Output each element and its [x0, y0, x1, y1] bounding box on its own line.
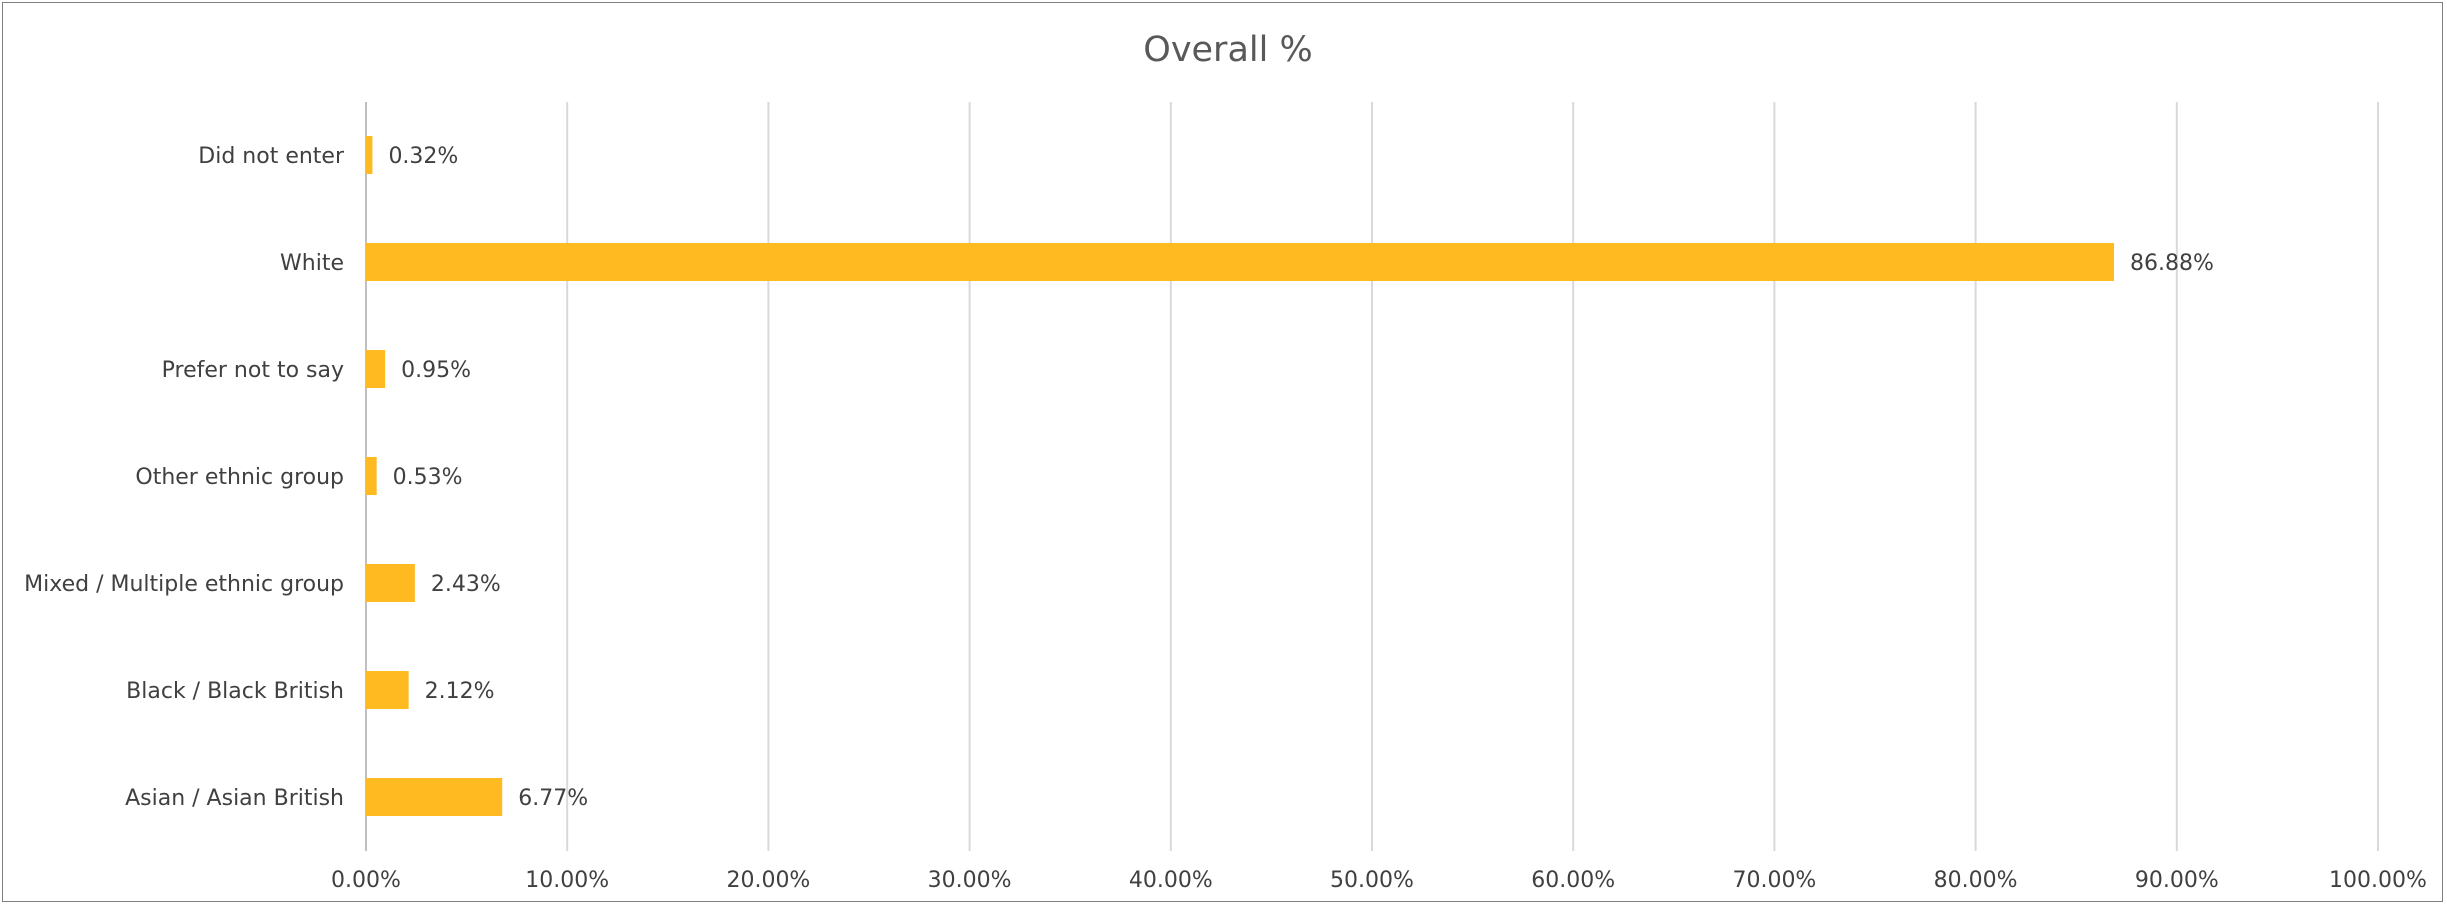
gridlines	[365, 102, 2379, 851]
bar	[366, 778, 503, 816]
data-labels: 0.32% 86.88% 0.95% 0.53% 2.43% 2.12% 6.77%	[388, 144, 2213, 811]
x-tick-label: 10.00%	[525, 868, 609, 893]
x-tick-label: 100.00%	[2329, 868, 2427, 893]
x-tick-label: 30.00%	[928, 868, 1012, 893]
category-label: Other ethnic group	[135, 465, 344, 490]
x-tick-label: 0.00%	[331, 868, 401, 893]
bar	[366, 350, 386, 388]
bar	[366, 457, 377, 495]
x-axis-tick-labels: 0.00% 10.00% 20.00% 30.00% 40.00% 50.00% 60.00…	[331, 868, 2427, 893]
bar	[366, 564, 415, 602]
bar-chart: Overall % Did not enter White Prefer not t…	[24, 30, 2427, 893]
x-tick-label: 70.00%	[1732, 868, 1816, 893]
data-label: 2.12%	[425, 679, 495, 704]
x-tick-label: 60.00%	[1531, 868, 1615, 893]
data-label: 0.53%	[393, 465, 463, 490]
data-label: 2.43%	[431, 572, 501, 597]
data-label: 0.95%	[401, 358, 471, 383]
x-tick-label: 90.00%	[2135, 868, 2219, 893]
category-label: White	[280, 251, 344, 276]
category-label: Prefer not to say	[162, 358, 344, 383]
x-tick-label: 50.00%	[1330, 868, 1414, 893]
category-label: Asian / Asian British	[125, 786, 344, 811]
data-label: 86.88%	[2130, 251, 2214, 276]
x-tick-label: 40.00%	[1129, 868, 1213, 893]
x-tick-label: 80.00%	[1934, 868, 2018, 893]
data-label: 6.77%	[518, 786, 588, 811]
x-tick-label: 20.00%	[726, 868, 810, 893]
chart-title: Overall %	[1143, 30, 1312, 70]
bar	[366, 243, 2115, 281]
category-label: Did not enter	[198, 144, 345, 169]
category-label: Black / Black British	[126, 679, 344, 704]
bars	[366, 136, 2115, 816]
bar	[366, 136, 373, 174]
bar	[366, 671, 409, 709]
category-labels: Did not enter White Prefer not to say Other…	[24, 144, 345, 811]
data-label: 0.32%	[388, 144, 458, 169]
category-label: Mixed / Multiple ethnic group	[24, 572, 344, 597]
